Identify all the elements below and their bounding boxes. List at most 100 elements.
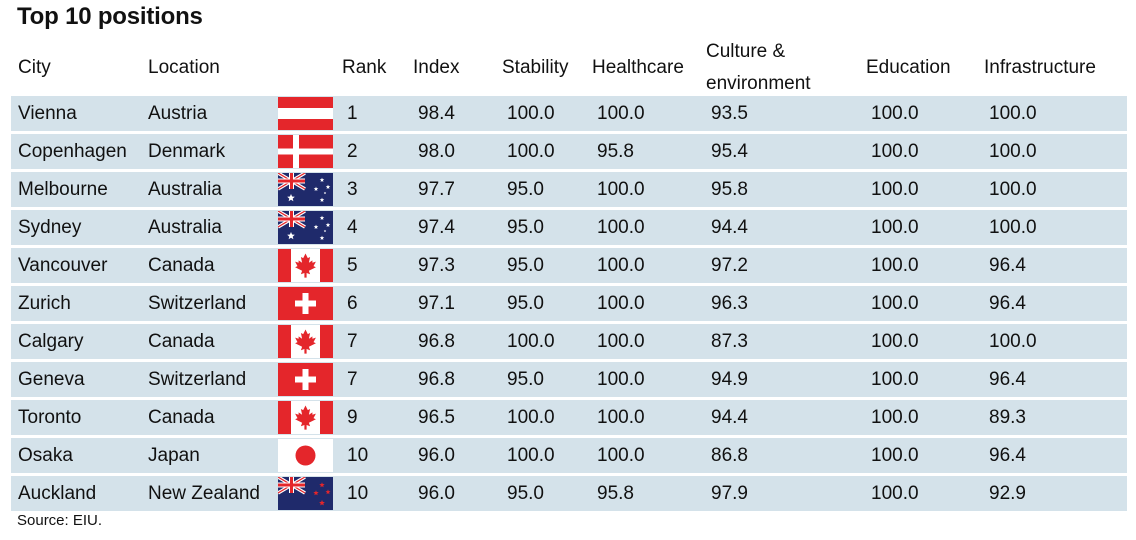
table-row: Copenhagen Denmark 2 98.0 100.0 95.8 95.4 100.0…	[11, 134, 1127, 172]
cell-healthcare: 95.8	[590, 134, 704, 172]
cell-rank: 9	[340, 400, 411, 438]
cell-stability: 95.0	[500, 286, 590, 324]
cell-city: Geneva	[11, 362, 141, 400]
cell-index: 97.7	[411, 172, 500, 210]
cell-stability: 100.0	[500, 134, 590, 172]
cell-education: 100.0	[864, 324, 982, 362]
cell-education: 100.0	[864, 286, 982, 324]
cell-education: 100.0	[864, 96, 982, 134]
cell-infrastructure: 89.3	[982, 400, 1127, 438]
denmark-flag-icon	[278, 135, 333, 168]
cell-culture-environment: 87.3	[704, 324, 864, 362]
cell-culture-environment: 93.5	[704, 96, 864, 134]
cell-index: 96.8	[411, 324, 500, 362]
australia-flag-icon	[278, 211, 333, 244]
cell-education: 100.0	[864, 172, 982, 210]
cell-city: Sydney	[11, 210, 141, 248]
cell-rank: 6	[340, 286, 411, 324]
cell-infrastructure: 100.0	[982, 324, 1127, 362]
cell-culture-environment: 97.2	[704, 248, 864, 286]
cell-culture-environment: 95.8	[704, 172, 864, 210]
cell-flag	[278, 172, 340, 210]
table-row: Vancouver Canada 5 97.3 95.0 100.0 97.2 100.0 96…	[11, 248, 1127, 286]
cell-healthcare: 100.0	[590, 324, 704, 362]
cell-index: 96.0	[411, 476, 500, 514]
cell-index: 98.0	[411, 134, 500, 172]
cell-city: Auckland	[11, 476, 141, 514]
table-row: Vienna Austria 1 98.4 100.0 100.0 93.5 100.0 100…	[11, 96, 1127, 134]
table-row: Melbourne Australia 3 97.7 95.0 100.0 95.8 100.…	[11, 172, 1127, 210]
cell-education: 100.0	[864, 134, 982, 172]
cell-location: Switzerland	[141, 286, 278, 324]
cell-infrastructure: 100.0	[982, 210, 1127, 248]
cell-healthcare: 100.0	[590, 96, 704, 134]
cell-location: Canada	[141, 400, 278, 438]
cell-rank: 4	[340, 210, 411, 248]
cell-healthcare: 100.0	[590, 286, 704, 324]
cell-education: 100.0	[864, 400, 982, 438]
new-zealand-flag-icon	[278, 477, 333, 510]
japan-flag-icon	[278, 439, 333, 472]
cell-infrastructure: 96.4	[982, 248, 1127, 286]
cell-rank: 10	[340, 476, 411, 514]
switzerland-flag-icon	[278, 363, 333, 396]
header-infrastructure: Infrastructure	[984, 57, 1096, 78]
cell-culture-environment: 95.4	[704, 134, 864, 172]
table-header: City Location Rank Index Stability Healt…	[0, 41, 1136, 94]
cell-infrastructure: 96.4	[982, 286, 1127, 324]
rankings-table: Vienna Austria 1 98.4 100.0 100.0 93.5 100.0 100…	[11, 96, 1127, 514]
cell-city: Zurich	[11, 286, 141, 324]
cell-location: Australia	[141, 210, 278, 248]
cell-location: Australia	[141, 172, 278, 210]
cell-flag	[278, 438, 340, 476]
header-healthcare: Healthcare	[592, 57, 684, 78]
cell-infrastructure: 100.0	[982, 96, 1127, 134]
cell-education: 100.0	[864, 438, 982, 476]
canada-flag-icon	[278, 249, 333, 282]
cell-rank: 10	[340, 438, 411, 476]
cell-location: Switzerland	[141, 362, 278, 400]
cell-index: 96.0	[411, 438, 500, 476]
cell-stability: 100.0	[500, 400, 590, 438]
cell-healthcare: 95.8	[590, 476, 704, 514]
cell-stability: 95.0	[500, 248, 590, 286]
header-culture-line2: environment	[706, 73, 811, 94]
chart-title: Top 10 positions	[17, 3, 203, 30]
canada-flag-icon	[278, 401, 333, 434]
table-row: Zurich Switzerland 6 97.1 95.0 100.0 96.3 100.0…	[11, 286, 1127, 324]
canada-flag-icon	[278, 325, 333, 358]
cell-stability: 100.0	[500, 438, 590, 476]
source-note: Source: EIU.	[17, 512, 103, 529]
cell-rank: 7	[340, 324, 411, 362]
header-culture-line1: Culture &	[706, 41, 786, 62]
cell-infrastructure: 92.9	[982, 476, 1127, 514]
cell-index: 97.1	[411, 286, 500, 324]
cell-healthcare: 100.0	[590, 172, 704, 210]
cell-rank: 3	[340, 172, 411, 210]
cell-location: Denmark	[141, 134, 278, 172]
cell-index: 96.8	[411, 362, 500, 400]
cell-flag	[278, 96, 340, 134]
cell-infrastructure: 96.4	[982, 438, 1127, 476]
cell-education: 100.0	[864, 362, 982, 400]
cell-healthcare: 100.0	[590, 210, 704, 248]
cell-city: Calgary	[11, 324, 141, 362]
austria-flag-icon	[278, 97, 333, 130]
header-city: City	[18, 57, 51, 78]
cell-healthcare: 100.0	[590, 248, 704, 286]
cell-rank: 5	[340, 248, 411, 286]
cell-stability: 95.0	[500, 172, 590, 210]
cell-stability: 95.0	[500, 362, 590, 400]
cell-rank: 1	[340, 96, 411, 134]
cell-flag	[278, 362, 340, 400]
cell-location: Japan	[141, 438, 278, 476]
cell-infrastructure: 100.0	[982, 172, 1127, 210]
cell-flag	[278, 134, 340, 172]
table-row: Toronto Canada 9 96.5 100.0 100.0 94.4 100.0 89.…	[11, 400, 1127, 438]
cell-index: 98.4	[411, 96, 500, 134]
cell-city: Osaka	[11, 438, 141, 476]
header-index: Index	[413, 57, 460, 78]
cell-infrastructure: 100.0	[982, 134, 1127, 172]
cell-flag	[278, 400, 340, 438]
cell-index: 96.5	[411, 400, 500, 438]
